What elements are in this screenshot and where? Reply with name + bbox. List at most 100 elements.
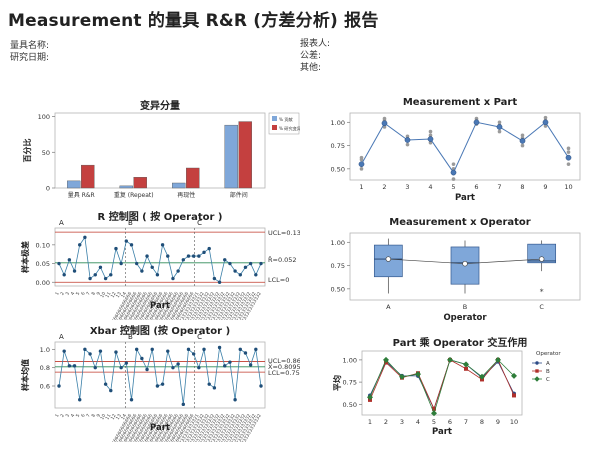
- xbar-chart-point: [140, 356, 144, 361]
- xbar-chart-point: [134, 347, 139, 352]
- r-chart-point: [223, 258, 227, 262]
- xbar-chart-point: [103, 382, 108, 386]
- meas-operator-title: Measurement x Operator: [389, 217, 531, 228]
- r-chart-x-tick-label: 14: [120, 291, 128, 299]
- meta-right: 报表人: 公差: 其他:: [300, 38, 330, 74]
- r-chart-x-tick-label: 7: [85, 291, 92, 297]
- meas-operator-outlier: *: [540, 288, 544, 297]
- meas-part-x-tick-label: 9: [543, 183, 547, 191]
- meas-part-mean-point: [404, 137, 411, 143]
- r-chart-x-tick-label: 12: [110, 291, 118, 299]
- meas-operator-box: [527, 243, 557, 264]
- r-chart-point: [202, 250, 206, 255]
- r-chart-point: [212, 276, 217, 281]
- interaction-point: [432, 406, 436, 411]
- meas-part-mean-point: [496, 124, 503, 130]
- meas-part-point: [474, 116, 479, 121]
- meas-part-point: [520, 143, 525, 148]
- r-chart-point: [186, 254, 191, 258]
- meas-part-x-tick-label: 6: [474, 183, 478, 191]
- xbar-chart-point: [72, 364, 77, 368]
- interaction-point: [495, 356, 501, 363]
- xbar-chart-point: [254, 347, 258, 352]
- meas-part-point: [428, 140, 433, 145]
- meas-part-x-tick-label: 5: [451, 183, 455, 191]
- variance-category-label: 重复 (Repeat): [114, 191, 154, 199]
- r-chart-point: [98, 265, 103, 269]
- xbar-chart-x-tick-label: 7: [85, 413, 92, 419]
- xbar-chart-point: [212, 386, 217, 390]
- r-chart-x-tick-label: 11: [104, 291, 112, 299]
- variance-legend-swatch: [272, 125, 277, 130]
- variance-bar: [133, 177, 147, 189]
- variance-legend-label: % 贡献: [279, 116, 293, 123]
- meas-part-point: [359, 155, 364, 160]
- variance-bar: [224, 124, 238, 189]
- meas-part-x-label: Part: [455, 193, 475, 203]
- variance-bar: [81, 164, 95, 189]
- interaction-point: [479, 373, 485, 380]
- r-chart-point: [109, 273, 113, 277]
- meas-operator-mean-point: [462, 261, 468, 267]
- meas-operator-mean-point: [538, 256, 545, 262]
- xbar-chart-y-label: 样本均值: [20, 359, 30, 391]
- interaction-legend-label: A: [546, 361, 550, 367]
- r-chart-title: R 控制图 ( 按 Operator ): [97, 212, 223, 223]
- meas-part-point: [451, 162, 456, 166]
- interaction-series-line: [369, 359, 515, 415]
- xbar-chart-point: [150, 347, 154, 352]
- r-chart-group-label: B: [128, 219, 133, 227]
- meas-part-point: [497, 120, 502, 125]
- xbar-chart-point: [67, 364, 72, 368]
- interaction-legend-marker: [535, 369, 539, 373]
- xbar-chart-x-tick-label: 10: [99, 413, 107, 421]
- meas-part-point: [428, 133, 433, 138]
- gauge-name-label: 量具名称:: [10, 41, 50, 51]
- xbar-chart-x-label: Part: [150, 423, 170, 433]
- xbar-chart-x-tick-label: 9: [96, 413, 103, 419]
- interaction-x-tick-label: 10: [510, 418, 518, 426]
- interaction-legend-title: Operator: [536, 351, 561, 357]
- xbar-chart-plot-area: [54, 341, 266, 409]
- meas-part-x-tick-label: 3: [405, 183, 409, 191]
- meas-part-x-tick-label: 2: [382, 183, 386, 191]
- interaction-x-tick-label: 4: [416, 418, 420, 426]
- xbar-chart-point: [145, 367, 149, 372]
- variance-title: 变异分量: [140, 101, 180, 112]
- xbar-chart-point: [57, 384, 61, 388]
- interaction-x-tick-label: 9: [496, 418, 500, 426]
- xbar-chart-point: [166, 349, 170, 353]
- xbar-chart-point: [243, 351, 248, 355]
- meas-part-mean-point: [542, 119, 549, 126]
- meas-operator-y-tick-label: 0.50: [331, 285, 345, 293]
- xbar-chart-center-label: X̄=0.8095: [268, 362, 300, 371]
- xbar-chart-point: [155, 384, 160, 388]
- xbar-chart-y-tick-label: 0.6: [40, 383, 50, 391]
- r-chart-point: [259, 261, 263, 266]
- xbar-chart-point: [160, 382, 165, 386]
- interaction-legend-label: B: [546, 369, 550, 375]
- meas-part-point: [382, 125, 387, 129]
- interaction-x-tick-label: 6: [448, 418, 452, 426]
- xbar-chart-group-label: A: [59, 333, 64, 341]
- xbar-chart-x-tick-label: 8: [90, 413, 97, 419]
- meas-part-y-tick-label: 0.75: [331, 142, 345, 150]
- interaction-point: [512, 393, 516, 398]
- xbar-chart-point: [228, 360, 232, 364]
- meas-part-point: [566, 146, 571, 151]
- r-chart-point: [124, 239, 129, 243]
- r-chart-point: [88, 276, 92, 281]
- r-chart-point: [181, 258, 186, 262]
- meas-part-point: [428, 129, 433, 134]
- interaction-point: [367, 394, 373, 401]
- other-label: 其他:: [300, 63, 322, 73]
- xbar-chart-point: [93, 365, 97, 370]
- meas-part-point: [451, 177, 456, 181]
- xbar-chart-lcl-label: LCL=0.7514: [268, 369, 300, 377]
- variance-legend-label: % 研究变异: [279, 125, 300, 132]
- r-chart-point: [155, 273, 160, 277]
- r-chart-point: [78, 243, 82, 247]
- interaction-x-tick-label: 1: [368, 418, 372, 426]
- interaction-series-line: [369, 359, 515, 410]
